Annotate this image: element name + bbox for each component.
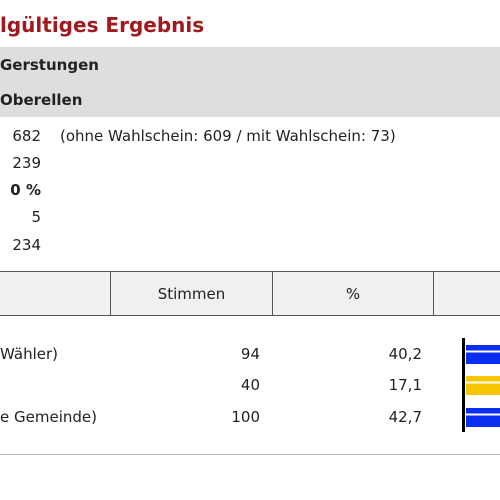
table-row: e Gemeinde) 100 42,7 <box>0 402 500 432</box>
header-percent: % <box>345 285 361 303</box>
column-divider <box>433 272 434 315</box>
summary-value: 5 <box>31 208 41 226</box>
summary-note: (ohne Wahlschein: 609 / mit Wahlschein: … <box>60 127 396 145</box>
votes-value: 100 <box>231 408 260 426</box>
percent-value: 42,7 <box>388 408 422 426</box>
table-row: Wähler) 94 40,2 <box>0 339 500 369</box>
summary-row-eligible: 682 (ohne Wahlschein: 609 / mit Wahlsche… <box>0 127 500 153</box>
summary-value: 234 <box>12 236 41 254</box>
column-divider <box>110 272 111 315</box>
party-color-swatch <box>466 408 500 427</box>
header-votes: Stimmen <box>157 285 226 303</box>
district-label: Oberellen <box>0 91 83 109</box>
party-color-swatch <box>466 345 500 364</box>
summary-value: 0 % <box>10 181 41 199</box>
region-label: Gerstungen <box>0 56 99 74</box>
summary-value: 682 <box>12 127 41 145</box>
results-table-header: Stimmen % <box>0 271 500 316</box>
column-divider <box>272 272 273 315</box>
page-title: lgültiges Ergebnis <box>0 13 205 37</box>
percent-value: 40,2 <box>388 345 422 363</box>
summary-value: 239 <box>12 154 41 172</box>
party-name: Wähler) <box>0 345 58 363</box>
bar-axis <box>462 338 465 432</box>
party-name: e Gemeinde) <box>0 408 97 426</box>
table-row: 40 17,1 <box>0 370 500 400</box>
divider <box>0 454 500 455</box>
district-bar: Oberellen <box>0 81 500 117</box>
summary-row-voters: 239 <box>0 154 41 180</box>
summary-row-turnout: 0 % <box>0 181 41 207</box>
percent-value: 17,1 <box>388 376 422 394</box>
party-color-swatch <box>466 376 500 395</box>
summary-row-valid: 234 <box>0 236 41 262</box>
votes-value: 94 <box>240 345 260 363</box>
summary-row-invalid: 5 <box>0 208 41 234</box>
region-bar: Gerstungen <box>0 47 500 81</box>
votes-value: 40 <box>240 376 260 394</box>
